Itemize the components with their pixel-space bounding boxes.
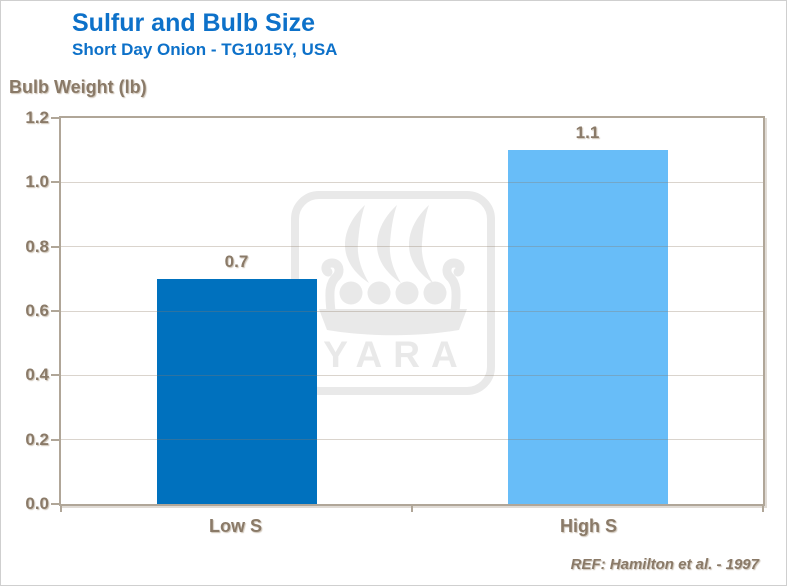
sail-crescent-icon [345, 205, 369, 283]
shield-circle-icon [423, 281, 447, 305]
x-category-label-high-s: High S [560, 516, 617, 536]
bar-low-s [156, 278, 317, 504]
shield-circle-icon [395, 281, 419, 305]
y-tick-label-0.0: 0.0 [25, 494, 49, 513]
x-category-label-low-s: Low S [209, 516, 262, 536]
chart-title: Sulfur and Bulb Size [72, 9, 316, 37]
x-tick-mark-2 [762, 506, 764, 512]
sail-crescent-icon [377, 205, 401, 283]
y-tick-mark-0.2 [51, 438, 59, 441]
y-tick-mark-0.4 [51, 374, 59, 377]
y-tick-label-0.4: 0.4 [25, 365, 49, 385]
y-tick-label-0.2: 0.2 [25, 429, 49, 449]
bar-value-low-s: 0.7 [224, 251, 249, 271]
yara-logo-watermark: YARA [291, 191, 495, 395]
ship-prow-icon [321, 258, 344, 316]
y-tick-label-0.8: 0.8 [25, 236, 49, 256]
x-tick-mark-1 [411, 506, 413, 512]
y-tick-label-0.6: 0.6 [25, 301, 49, 320]
y-tick-label-1.0: 1.0 [25, 172, 49, 192]
shield-circle-icon [339, 281, 363, 305]
bar-value-high-s: 1.1 [575, 123, 600, 143]
y-tick-mark-1.0 [51, 181, 59, 184]
watermark-wordmark: YARA [323, 334, 468, 375]
y-tick-mark-0.0 [51, 503, 59, 505]
plot-area: YARA 0.7 1.1 [59, 116, 765, 506]
y-tick-mark-0.8 [51, 245, 59, 248]
y-tick-mark-0.6 [51, 310, 59, 312]
y-tick-mark-1.2 [51, 117, 59, 119]
ship-stern-icon [442, 258, 465, 316]
y-tick-label-1.2: 1.2 [25, 108, 49, 127]
bars-layer: 0.7 1.1 [61, 118, 763, 504]
reference-citation: REF: Hamilton et al. - 1997 [570, 556, 759, 573]
ship-hull-icon [319, 309, 467, 336]
x-axis-labels: Low S High S [59, 516, 765, 537]
sail-crescent-icon [409, 205, 433, 283]
shield-circle-icon [367, 281, 391, 305]
chart-subtitle: Short Day Onion - TG1015Y, USA [72, 40, 338, 59]
y-axis-title: Bulb Weight (lb) [9, 77, 147, 97]
x-tick-mark-0 [60, 506, 62, 512]
bar-high-s [507, 150, 668, 504]
